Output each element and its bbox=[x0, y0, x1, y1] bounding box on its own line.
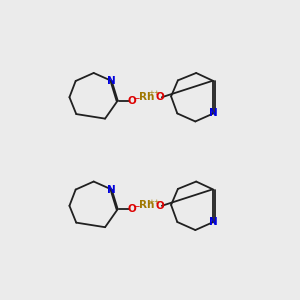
Text: Rh: Rh bbox=[139, 92, 154, 102]
Text: N: N bbox=[107, 76, 116, 86]
Text: O: O bbox=[127, 96, 136, 106]
Text: N: N bbox=[107, 184, 116, 195]
Text: O: O bbox=[155, 201, 164, 211]
Text: Rh: Rh bbox=[139, 200, 154, 210]
Text: ++: ++ bbox=[148, 90, 160, 96]
Text: N: N bbox=[209, 108, 218, 118]
Text: O: O bbox=[127, 204, 136, 214]
Text: O: O bbox=[155, 92, 164, 102]
Text: ++: ++ bbox=[148, 199, 160, 205]
Text: −: − bbox=[132, 93, 140, 102]
Text: −: − bbox=[132, 201, 140, 210]
Text: N: N bbox=[209, 217, 218, 227]
